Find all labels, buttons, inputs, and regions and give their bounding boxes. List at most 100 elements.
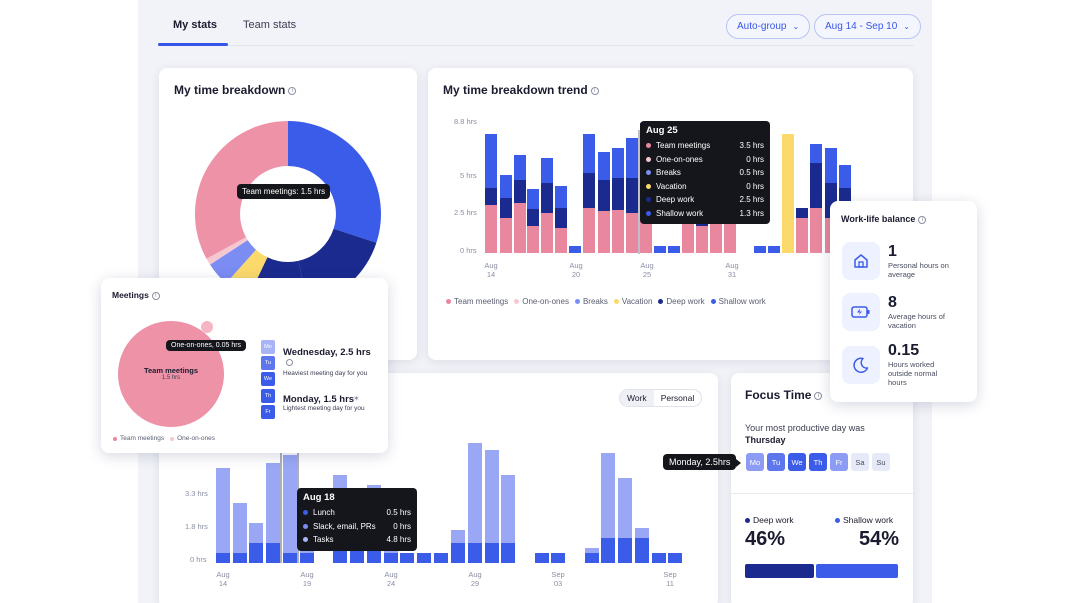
trend-bar-segment[interactable] — [500, 198, 512, 218]
work-bar[interactable] — [485, 450, 499, 553]
legend-item[interactable]: Shallow work — [710, 297, 766, 306]
day-saturday[interactable]: Sa — [851, 453, 869, 471]
work-bar[interactable] — [266, 463, 280, 553]
day-tuesday[interactable]: Tu — [767, 453, 785, 471]
work-bar[interactable] — [400, 553, 414, 563]
trend-bar-segment[interactable] — [569, 246, 581, 253]
trend-bar-segment[interactable] — [796, 208, 808, 218]
info-icon[interactable]: i — [151, 291, 160, 300]
trend-bar-segment[interactable] — [555, 228, 567, 253]
trend-bar-segment[interactable] — [485, 188, 497, 205]
one-on-ones-bubble[interactable] — [201, 321, 213, 333]
work-bar-segment[interactable] — [249, 543, 263, 563]
trend-bar-segment[interactable] — [810, 208, 822, 253]
toggle-work[interactable]: Work — [620, 390, 654, 406]
work-bar-segment[interactable] — [501, 543, 515, 563]
trend-bar-vacation[interactable] — [782, 134, 794, 253]
trend-bar-segment[interactable] — [768, 246, 780, 253]
work-bar-segment[interactable] — [618, 538, 632, 563]
trend-bar-segment[interactable] — [626, 213, 638, 253]
work-bar-segment[interactable] — [233, 553, 247, 563]
trend-bar-segment[interactable] — [514, 203, 526, 253]
legend-item[interactable]: One-on-ones — [170, 435, 215, 442]
trend-bar-segment[interactable] — [485, 205, 497, 253]
trend-bar-segment[interactable] — [598, 180, 610, 211]
meeting-day-fr[interactable]: Fr — [261, 405, 275, 419]
trend-bar-segment[interactable] — [598, 152, 610, 180]
day-sunday[interactable]: Su — [872, 453, 890, 471]
trend-bar-segment[interactable] — [583, 134, 595, 173]
trend-bar-segment[interactable] — [514, 180, 526, 203]
work-bar[interactable] — [417, 553, 431, 563]
autogroup-dropdown[interactable]: Auto-group ⌄ — [726, 14, 811, 39]
trend-bar-segment[interactable] — [527, 226, 539, 253]
trend-bar-segment[interactable] — [612, 178, 624, 210]
legend-item[interactable]: Vacation — [613, 297, 652, 306]
trend-bar-segment[interactable] — [598, 211, 610, 253]
info-icon[interactable]: i — [814, 391, 823, 400]
work-bar[interactable] — [501, 475, 515, 553]
legend-item[interactable]: Team meetings — [113, 435, 164, 442]
legend-item[interactable]: One-on-ones — [514, 297, 569, 306]
work-bar[interactable] — [434, 553, 448, 563]
date-range-dropdown[interactable]: Aug 14 - Sep 10 ⌄ — [814, 14, 921, 39]
work-bar[interactable] — [668, 553, 682, 563]
trend-bar-segment[interactable] — [626, 178, 638, 213]
trend-bar-segment[interactable] — [626, 138, 638, 178]
trend-bar-segment[interactable] — [796, 218, 808, 253]
work-bar[interactable] — [551, 553, 565, 563]
work-bar-segment[interactable] — [300, 553, 314, 563]
work-bar[interactable] — [618, 478, 632, 553]
info-icon[interactable]: i — [288, 86, 297, 95]
trend-bar-segment[interactable] — [583, 208, 595, 253]
work-bar-segment[interactable] — [266, 543, 280, 563]
day-wednesday[interactable]: We — [788, 453, 806, 471]
trend-bar-segment[interactable] — [485, 134, 497, 188]
info-icon[interactable]: i — [590, 86, 599, 95]
donut-slice-breaks[interactable] — [210, 240, 256, 284]
trend-bar-segment[interactable] — [514, 155, 526, 180]
trend-bar-segment[interactable] — [500, 218, 512, 253]
work-bar-segment[interactable] — [216, 553, 230, 563]
trend-bar-segment[interactable] — [668, 246, 680, 253]
work-bar[interactable] — [216, 468, 230, 553]
trend-bar-segment[interactable] — [541, 213, 553, 253]
trend-bar-segment[interactable] — [810, 163, 822, 208]
meeting-day-we[interactable]: We — [261, 372, 275, 386]
meeting-day-tu[interactable]: Tu — [261, 356, 275, 370]
trend-bar-segment[interactable] — [527, 189, 539, 209]
trend-bar-segment[interactable] — [555, 208, 567, 228]
work-bar-segment[interactable] — [635, 538, 649, 563]
trend-bar-segment[interactable] — [612, 148, 624, 178]
work-bar[interactable] — [535, 553, 549, 563]
day-monday[interactable]: Mo — [746, 453, 764, 471]
trend-bar-segment[interactable] — [612, 210, 624, 253]
work-bar[interactable] — [468, 443, 482, 553]
tab-my-stats[interactable]: My stats — [173, 19, 218, 31]
trend-bar-segment[interactable] — [527, 209, 539, 226]
work-bar[interactable] — [585, 548, 599, 553]
trend-bar-segment[interactable] — [541, 183, 553, 213]
legend-item[interactable]: Breaks — [574, 297, 608, 306]
trend-bar-segment[interactable] — [754, 246, 766, 253]
trend-bar-segment[interactable] — [555, 186, 567, 208]
work-bar[interactable] — [283, 455, 297, 553]
work-bar[interactable] — [601, 453, 615, 553]
work-bar-segment[interactable] — [601, 538, 615, 563]
day-friday[interactable]: Fr — [830, 453, 848, 471]
trend-bar-segment[interactable] — [825, 148, 837, 183]
tab-team-stats[interactable]: Team stats — [243, 19, 297, 31]
donut-slice-shallow-work[interactable] — [288, 121, 381, 243]
donut-slice-one-on-ones[interactable] — [206, 237, 248, 265]
work-bar-segment[interactable] — [485, 543, 499, 563]
work-bar[interactable] — [233, 503, 247, 553]
info-icon[interactable]: i — [918, 215, 927, 224]
work-bar-segment[interactable] — [585, 553, 599, 563]
meeting-day-mo[interactable]: Mo — [261, 340, 275, 354]
work-bar-segment[interactable] — [468, 543, 482, 563]
trend-bar-segment[interactable] — [583, 173, 595, 208]
work-bar[interactable] — [652, 553, 666, 563]
trend-bar-segment[interactable] — [541, 158, 553, 183]
trend-bar-segment[interactable] — [810, 144, 822, 163]
meeting-day-th[interactable]: Th — [261, 389, 275, 403]
